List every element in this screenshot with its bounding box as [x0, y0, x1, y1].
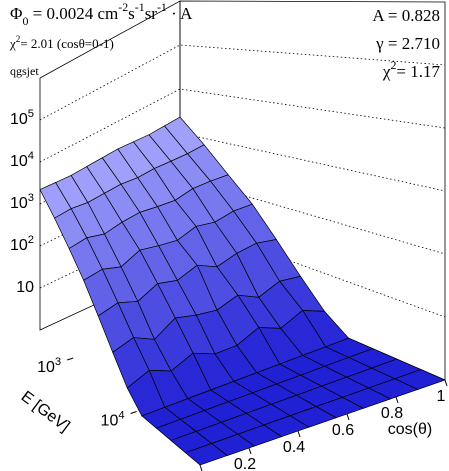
x-tick-label: 0.8 [381, 405, 403, 422]
text-part: 4 [28, 150, 34, 162]
fit-param: A = 0.828 [372, 6, 440, 25]
text-part: 0 [22, 14, 28, 28]
text-part: 3 [55, 356, 61, 368]
text-part: 10 [10, 111, 28, 128]
text-part: 2 [390, 58, 396, 72]
z-tick-label: 104 [10, 150, 34, 170]
model-label: qgsjet [10, 64, 39, 78]
x-tick-label: 0.4 [283, 439, 305, 456]
text-part: 2 [28, 234, 34, 246]
x-tick-label: 1 [437, 388, 446, 405]
surface-cell [184, 443, 228, 466]
y-tick-label: 103 [37, 356, 61, 376]
text-part: sr [145, 4, 158, 23]
text-part: 10 [37, 359, 55, 376]
z-tick-label: 10 [16, 279, 34, 296]
text-part: 10 [10, 237, 28, 254]
grid-line [39, 44, 446, 121]
x-axis-label: cos(θ) [388, 421, 432, 438]
text-part: = 1.17 [396, 62, 440, 81]
y-tick-label: 104 [101, 409, 125, 429]
title: Φ0 = 0.0024 cm-2s-1sr-1 · A [10, 0, 193, 28]
text-part: 4 [118, 409, 124, 421]
text-part: Φ [10, 4, 22, 23]
text-part: -1 [157, 0, 167, 14]
fit-chi2: χ2= 2.01 (cosθ=0-1) [9, 34, 114, 51]
text-part: -1 [135, 0, 145, 14]
x-tick [444, 379, 448, 387]
text-part: 10 [101, 413, 119, 430]
text-part: 3 [28, 192, 34, 204]
text-part: 5 [28, 108, 34, 120]
x-tick [199, 464, 203, 471]
text-part: χ [9, 36, 16, 51]
x-tick-label: 0.6 [332, 422, 354, 439]
y-tick [130, 411, 137, 414]
z-tick-label: 105 [10, 108, 34, 128]
y-tick [67, 357, 74, 361]
x-tick [248, 447, 252, 455]
fit-param: γ = 2.710 [375, 34, 440, 53]
text-part: A = 0.828 [372, 6, 440, 25]
grid-line [39, 88, 446, 163]
text-part: 10 [10, 195, 28, 212]
text-part: γ = 2.710 [375, 34, 440, 53]
text-part: -2 [118, 0, 128, 14]
x-tick [346, 413, 350, 421]
x-tick [297, 430, 301, 438]
text-part: = 0.0024 cm [28, 4, 118, 23]
text-part: · A [167, 4, 193, 23]
fit-param: χ2= 1.17 [382, 58, 441, 81]
x-tick [395, 396, 399, 404]
text-part: 10 [10, 153, 28, 170]
x-tick-label: 0.2 [234, 456, 256, 471]
text-part: s [128, 4, 135, 23]
text-part: = 2.01 (cosθ=0-1) [20, 36, 113, 51]
text-part: 2 [16, 34, 21, 44]
text-part: χ [382, 62, 391, 81]
z-tick-label: 103 [10, 192, 34, 212]
z-tick-label: 102 [10, 234, 34, 254]
